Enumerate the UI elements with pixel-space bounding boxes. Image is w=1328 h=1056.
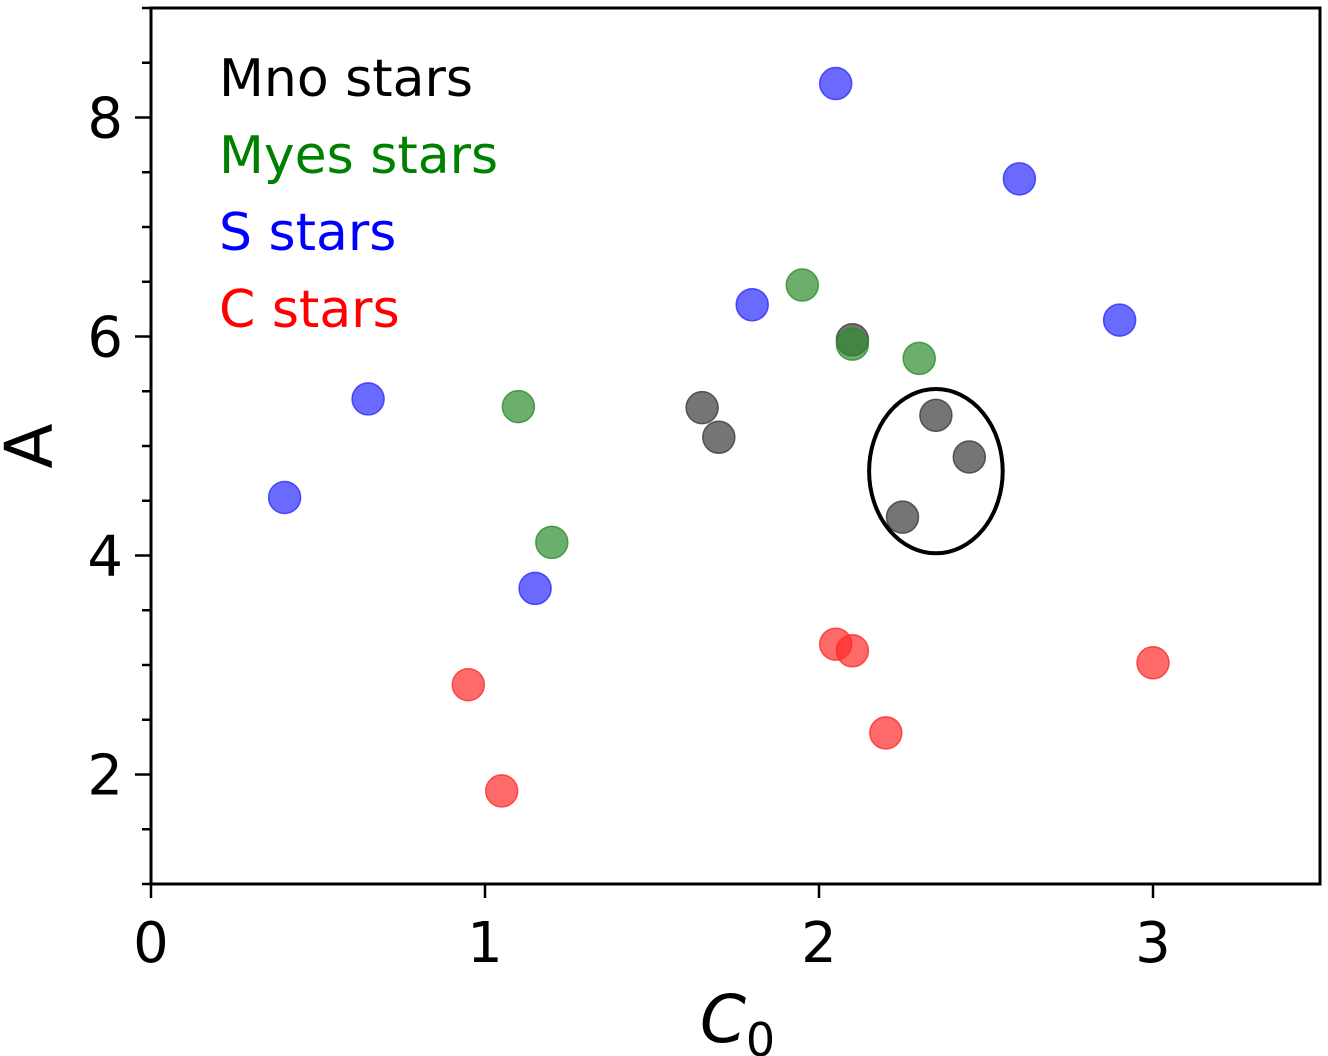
legend-entry: S stars [219, 203, 396, 263]
y-axis-ticks: 2 4 6 8 [87, 6, 151, 886]
y-tick-label: 6 [87, 306, 123, 371]
x-tick-label: 1 [467, 911, 503, 976]
point-s-stars [1002, 162, 1037, 196]
y-tick-label: 2 [87, 744, 123, 809]
point-mno-stars [885, 500, 920, 534]
annotations [867, 387, 1005, 556]
y-tick-label: 4 [87, 525, 123, 590]
point-myes-stars [835, 327, 870, 361]
point-c-stars [835, 634, 870, 668]
point-c-stars [869, 716, 903, 750]
data-points [267, 66, 1170, 808]
x-tick-label: 0 [133, 911, 169, 976]
point-mno-stars [702, 420, 736, 454]
point-myes-stars [501, 389, 536, 424]
point-s-stars [351, 382, 385, 416]
point-s-stars [267, 480, 302, 515]
point-c-stars [484, 774, 519, 808]
point-mno-stars [685, 390, 719, 425]
point-c-stars [451, 667, 486, 702]
legend-entry: C stars [219, 280, 400, 340]
legend: Mno stars Myes stars S stars C stars [219, 49, 498, 340]
x-tick-label: 2 [801, 911, 837, 976]
point-mno-stars [919, 398, 953, 433]
highlight-ellipse [867, 387, 1005, 556]
point-myes-stars [902, 341, 936, 376]
point-s-stars [1102, 303, 1137, 337]
point-c-stars [1136, 646, 1170, 680]
x-axis-label: C0 [700, 981, 775, 1056]
y-tick-label: 8 [87, 87, 123, 152]
point-s-stars [818, 66, 853, 101]
x-tick-label: 3 [1135, 911, 1171, 976]
point-mno-stars [952, 440, 987, 474]
point-s-stars [735, 287, 769, 322]
legend-entry: Myes stars [219, 126, 498, 186]
x-axis-ticks: 0 1 2 3 [133, 884, 1171, 976]
point-myes-stars [785, 268, 820, 302]
legend-entry: Mno stars [219, 49, 473, 109]
y-axis-label: A [0, 423, 68, 468]
point-s-stars [518, 571, 552, 606]
point-myes-stars [535, 525, 569, 560]
